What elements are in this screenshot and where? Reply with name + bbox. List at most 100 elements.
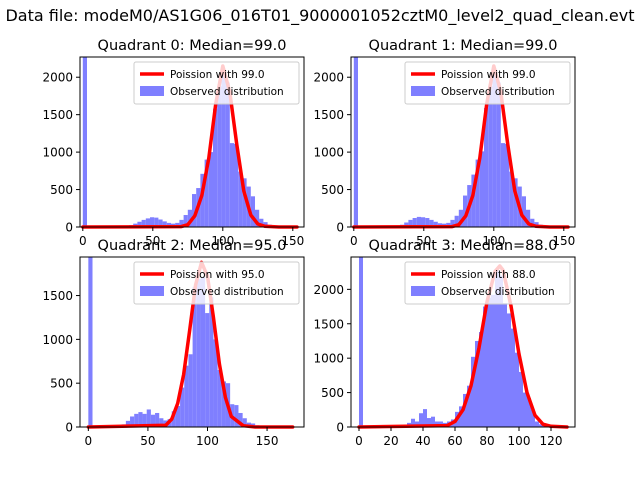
y-tick-label: 500 [50,183,73,197]
y-tick-label: 0 [336,421,344,435]
hist-bar [150,414,156,427]
hist-bar [415,421,419,427]
x-tick-label: 150 [281,234,304,248]
hist-bar [513,178,518,227]
y-tick-label: 1000 [42,146,73,160]
hist-bar [459,406,463,427]
hist-bar [204,159,209,227]
y-tick-label: 1500 [313,317,344,331]
hist-bar [412,218,417,227]
x-tick-label: 150 [552,234,575,248]
hist-bar [404,222,409,227]
hist-bar [154,217,159,227]
legend-fit-label: Poission with 95.0 [170,269,265,281]
hist-bar [484,107,489,227]
figure-title: Data file: modeM0/AS1G06_016T01_90000010… [5,6,634,26]
hist-bar [527,398,531,427]
legend-hist-swatch [411,286,435,296]
hist-bar [491,294,495,427]
axes-frame [79,56,305,228]
hist-bar [450,219,455,227]
hist-bar [125,420,131,427]
hist-bar [523,392,527,427]
hist-bar [353,57,358,227]
hist-bar [196,278,201,427]
legend-hist-swatch [140,286,164,296]
hist-bar [192,194,197,227]
hist-bar [200,277,206,427]
y-tick-label: 0 [65,221,73,235]
hist-bar [205,313,210,427]
hist-bar [509,171,514,227]
hist-bar [515,352,519,427]
hist-bar [539,424,543,427]
hist-bar [535,421,539,427]
x-tick-label: 0 [79,234,87,248]
x-tick-label: 40 [415,434,430,448]
x-tick-label: 60 [447,434,462,448]
axes-frame [350,256,576,428]
hist-bar [209,297,214,427]
hist-bar [146,409,151,427]
y-tick-label: 1500 [42,289,73,303]
hist-bar [359,257,363,427]
hist-bar [503,303,507,427]
hist-bar [519,371,523,427]
hist-bar [429,219,434,227]
x-tick-label: 100 [482,234,505,248]
x-tick-label: 100 [211,234,234,248]
hist-bar [171,411,176,427]
x-tick-label: 80 [479,434,494,448]
legend-hist-swatch [411,86,435,96]
hist-bar [526,209,531,227]
hist-bar [88,257,93,427]
hist-bar [500,143,505,227]
hist-bar [225,82,230,228]
hist-bar [471,356,475,427]
hist-bar [483,306,487,427]
hist-bar [488,86,493,228]
x-tick-label: 0 [85,434,93,448]
hist-bar [150,217,155,227]
axes-frame [79,256,305,428]
x-tick-label: 100 [508,434,531,448]
hist-bar [180,387,185,427]
hist-bar [475,340,479,427]
hist-bar [530,218,535,227]
hist-bar [183,215,188,227]
legend-hist-label: Observed distribution [170,86,284,98]
y-tick-label: 0 [65,421,73,435]
x-tick-label: 0 [350,234,358,248]
x-tick-label: 50 [416,234,431,248]
legend-fit-label: Poission with 99.0 [441,69,536,81]
hist-bar [82,57,87,227]
hist-bar [221,381,226,427]
legend-box [133,261,300,305]
quadrant-2-title: Quadrant 2: Median=95.0 [98,238,287,254]
hist-bar [137,221,142,227]
legend-hist-label: Observed distribution [170,286,284,298]
hist-bar [217,370,222,427]
hist-bar [213,339,218,427]
y-tick-label: 2000 [313,71,344,85]
hist-bar [250,196,255,227]
hist-bar [200,173,205,227]
y-tick-label: 500 [50,377,73,391]
hist-bar [463,195,468,227]
hist-bar [175,405,181,427]
legend-fit-label: Poission with 99.0 [170,69,265,81]
hist-bar [187,209,192,227]
hist-bar [138,412,143,427]
hist-bar [454,215,459,227]
legend-hist-label: Observed distribution [441,86,555,98]
legend-hist-swatch [140,86,164,96]
x-tick-label: 0 [355,434,363,448]
hist-bar [141,219,146,227]
x-tick-label: 20 [383,434,398,448]
hist-bar [142,413,147,427]
y-tick-label: 0 [336,221,344,235]
hist-bar [238,171,243,227]
